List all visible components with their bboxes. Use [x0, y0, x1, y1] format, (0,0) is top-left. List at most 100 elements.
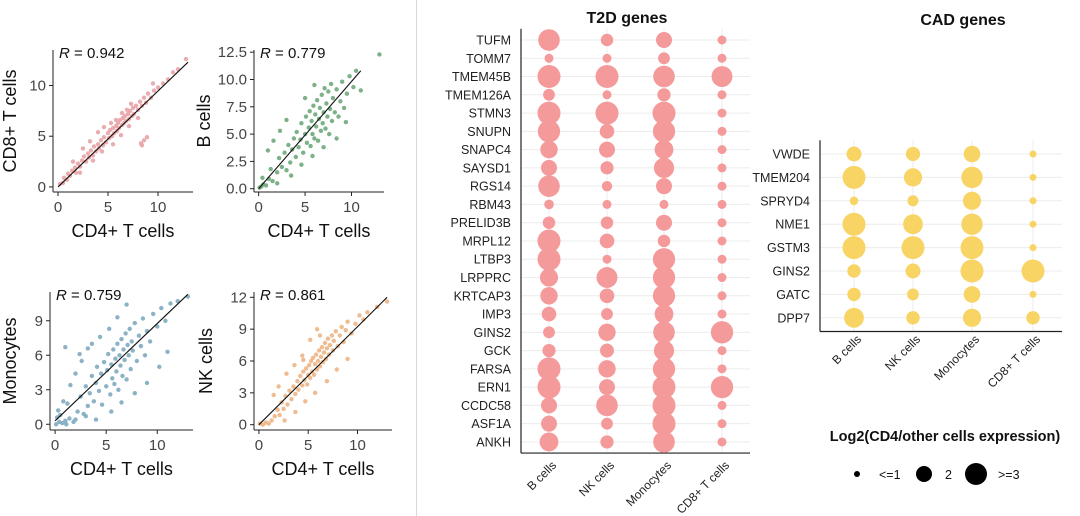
scatter-point	[93, 417, 99, 422]
correlation-value: = 0.759	[67, 287, 122, 304]
scatter-point	[296, 387, 301, 392]
dot-mark	[600, 435, 614, 449]
dot-mark	[711, 66, 733, 87]
scatter-point	[268, 166, 273, 172]
x-tick-label: 10	[343, 199, 360, 216]
scatter-point	[292, 363, 297, 368]
scatter-point	[116, 387, 121, 392]
y-axis-label: NK cells	[196, 328, 216, 394]
dot-mark	[962, 308, 982, 327]
dot-mark	[539, 432, 559, 452]
dot-mark	[717, 181, 727, 191]
scatter-point	[263, 183, 269, 188]
scatter-point	[132, 391, 137, 396]
dot-mark	[658, 52, 670, 65]
scatter-point	[115, 341, 120, 346]
gene-label: TMEM204	[752, 171, 810, 185]
scatter-point	[68, 382, 73, 388]
scatter-point	[97, 334, 103, 340]
gene-label: GATC	[776, 288, 810, 302]
gene-label: SAYSD1	[463, 161, 511, 175]
y-tick-label: 0	[239, 417, 247, 434]
scatter-point	[124, 377, 129, 382]
scatter-point	[324, 346, 330, 351]
scatter-point	[308, 375, 313, 381]
scatter-point	[325, 114, 330, 119]
scatter-point	[79, 158, 85, 163]
dot-mark	[652, 393, 676, 417]
dot-mark	[1026, 311, 1040, 325]
scatter-point	[339, 324, 344, 330]
scatter-point	[314, 327, 320, 332]
gene-label: GINS2	[473, 326, 511, 340]
scatter-point	[79, 358, 84, 364]
scatter-point	[304, 366, 309, 371]
scatter-point	[332, 110, 337, 115]
trend-line	[258, 70, 362, 190]
scatter-point	[284, 371, 289, 376]
dot-mark	[544, 199, 554, 210]
dot-mark	[717, 53, 727, 63]
dot-mark	[842, 236, 866, 260]
x-tick-label: 0	[51, 437, 59, 454]
scatter-point	[353, 68, 359, 74]
category-label: Monocytes	[931, 332, 982, 383]
scatter-point	[101, 359, 107, 365]
y-tick-label: 2.5	[226, 153, 247, 170]
dot-mark	[963, 286, 981, 303]
dot-mark	[717, 126, 727, 136]
scatter-point	[349, 331, 354, 336]
x-tick-label: 10	[149, 437, 166, 454]
gene-label: VWDE	[773, 148, 811, 162]
dot-mark	[717, 273, 727, 283]
x-tick-label: 10	[349, 437, 366, 454]
scatter-point	[334, 367, 339, 372]
dot-mark	[654, 140, 674, 160]
scatter-point	[312, 136, 317, 141]
scatter-point	[321, 110, 326, 115]
dot-mark	[717, 400, 727, 410]
category-label: NK cells	[882, 332, 923, 373]
scatter-point	[301, 357, 306, 363]
scatter-point	[275, 407, 280, 412]
dot-mark	[541, 159, 557, 176]
scatter-point	[306, 372, 311, 377]
dot-mark	[905, 263, 921, 279]
dot-mark	[652, 357, 676, 381]
category-label: CD8+ T cells	[985, 332, 1043, 390]
dot-mark	[717, 364, 727, 374]
dot-mark	[903, 168, 923, 187]
dot-mark	[595, 101, 619, 125]
scatter-point	[89, 373, 95, 379]
scatter-point	[323, 126, 328, 131]
scatter-point	[310, 131, 315, 137]
y-tick-label: 6	[239, 353, 247, 370]
scatter-point	[145, 91, 151, 96]
scatter-point	[61, 399, 66, 404]
dot-mark	[960, 259, 984, 283]
scatter-point	[89, 341, 95, 346]
scatter-point	[316, 348, 322, 353]
y-tick-label: 6	[35, 347, 43, 364]
scatter-point	[336, 114, 341, 119]
scatter-point	[63, 345, 68, 350]
dot-mark	[537, 101, 561, 125]
dot-mark	[653, 340, 675, 361]
legend-label: <=1	[879, 468, 901, 482]
dot-mark	[961, 213, 983, 235]
scatter-point	[276, 384, 281, 389]
dot-mark	[907, 195, 919, 207]
dot-mark	[842, 212, 866, 236]
scatter-point	[343, 328, 348, 333]
scatter-point	[314, 124, 319, 129]
dot-mark	[717, 419, 727, 429]
scatter-point	[130, 348, 135, 353]
y-tick-label: 0.0	[226, 181, 247, 198]
scatter-point	[170, 70, 176, 75]
scatter-point	[312, 362, 318, 367]
gene-label: LRPPRC	[460, 271, 511, 285]
dot-mark	[717, 437, 727, 447]
scatter-point	[296, 145, 301, 150]
dot-mark	[653, 321, 675, 344]
dot-mark	[659, 199, 669, 209]
